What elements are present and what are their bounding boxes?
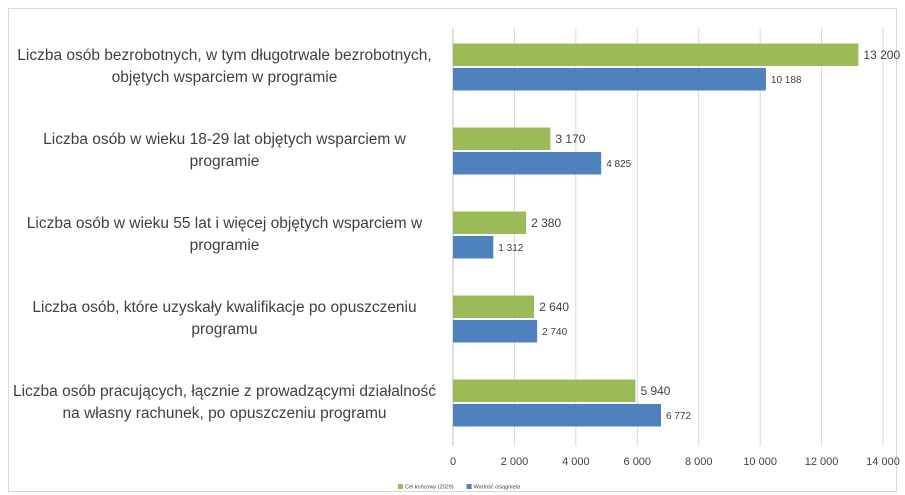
value-label: 13 200 xyxy=(863,48,900,62)
value-label: 3 170 xyxy=(555,132,585,146)
x-tick-label: 0 xyxy=(450,456,456,468)
value-label: 2 640 xyxy=(539,300,569,314)
legend-label: Cel końcowy (2029) xyxy=(405,484,454,490)
bar xyxy=(453,404,661,427)
x-tick-label: 6 000 xyxy=(624,456,652,468)
legend-label: Wartość osiągnięta xyxy=(474,484,522,490)
x-tick-label: 12 000 xyxy=(805,456,839,468)
category-label: Liczba osób w wieku 55 lat i więcej obję… xyxy=(26,215,423,254)
bar xyxy=(453,127,551,150)
x-tick-label: 14 000 xyxy=(866,456,900,468)
x-tick-label: 8 000 xyxy=(685,456,713,468)
chart-frame xyxy=(8,8,897,492)
bar xyxy=(453,152,602,175)
x-tick-label: 10 000 xyxy=(743,456,777,468)
x-tick-label: 4 000 xyxy=(562,456,590,468)
bar xyxy=(453,211,527,234)
value-label: 2 740 xyxy=(542,327,567,338)
category-label: Liczba osób bezrobotnych, w tym długotrw… xyxy=(17,47,432,86)
category-label: Liczba osób pracujących, łącznie z prowa… xyxy=(12,383,436,422)
bar xyxy=(453,379,636,402)
bar xyxy=(453,295,535,318)
value-label: 2 380 xyxy=(531,216,561,230)
value-label: 4 825 xyxy=(606,159,631,170)
category-label: Liczba osób, które uzyskały kwalifikacje… xyxy=(32,299,417,338)
value-label: 1 312 xyxy=(498,243,523,254)
legend-swatch xyxy=(398,484,403,489)
bar xyxy=(453,43,859,66)
value-label: 6 772 xyxy=(666,411,691,422)
value-label: 5 940 xyxy=(640,384,670,398)
legend-swatch xyxy=(466,484,472,489)
category-label: Liczba osób w wieku 18-29 lat objętych w… xyxy=(43,131,406,170)
x-tick-label: 2 000 xyxy=(501,456,529,468)
bar xyxy=(453,236,494,259)
value-label: 10 188 xyxy=(771,75,802,86)
bar xyxy=(453,320,538,343)
bar xyxy=(453,68,766,91)
